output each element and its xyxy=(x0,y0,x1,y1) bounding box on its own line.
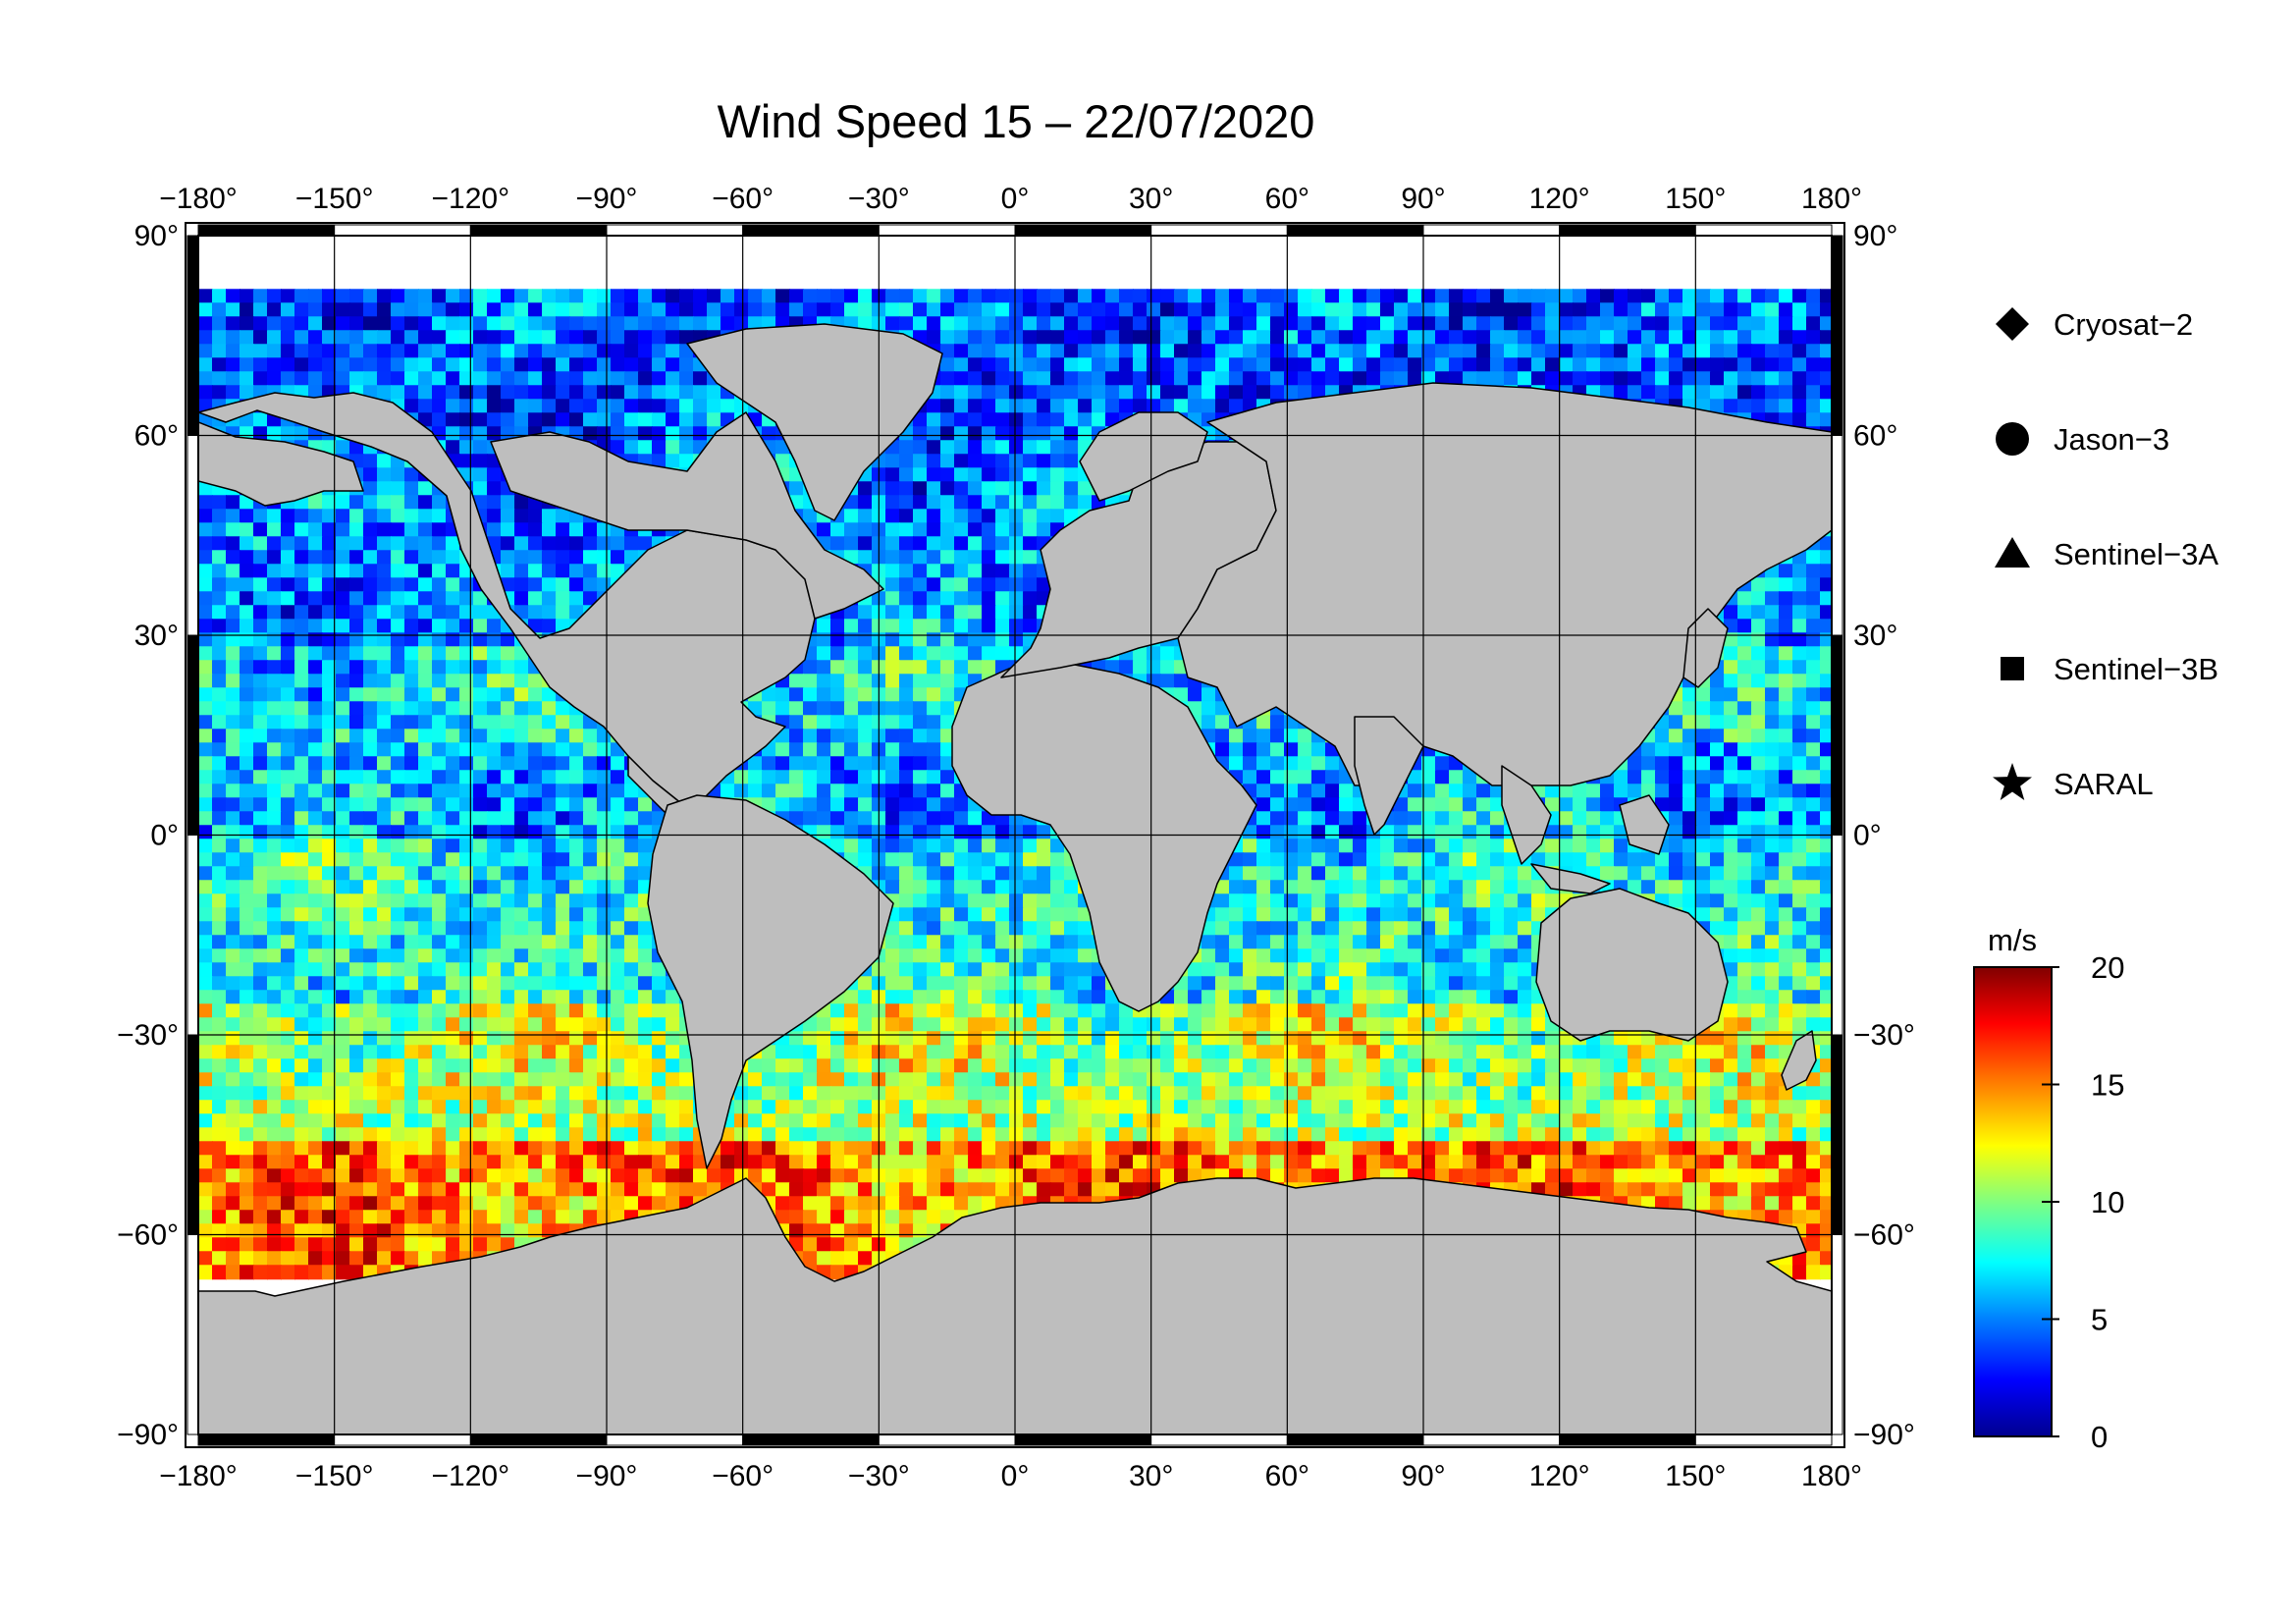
legend-label: Jason−3 xyxy=(2054,422,2169,457)
lon-tick-bottom: 180° xyxy=(1801,1460,1862,1492)
lon-tick-top: 120° xyxy=(1529,183,1590,215)
map-frame xyxy=(185,222,1845,1448)
colorbar-tick-label: 5 xyxy=(2091,1303,2108,1337)
star-icon xyxy=(1993,763,2032,800)
southeast-asia xyxy=(1501,765,1670,894)
lat-tick-left: −90° xyxy=(117,1419,179,1451)
graticule xyxy=(198,236,1832,1434)
lat-tick-left: 30° xyxy=(134,620,179,652)
lon-tick-top: −30° xyxy=(848,183,910,215)
lon-tick-bottom: −180° xyxy=(159,1460,238,1492)
map-area xyxy=(198,236,1832,1434)
lon-tick-top: 180° xyxy=(1801,183,1862,215)
lon-tick-bottom: 0° xyxy=(1001,1460,1030,1492)
japan xyxy=(1682,608,1729,688)
india xyxy=(1354,716,1424,836)
lon-tick-bottom: 150° xyxy=(1665,1460,1726,1492)
square-icon xyxy=(2001,657,2024,680)
lon-tick-top: −90° xyxy=(576,183,638,215)
lon-tick-top: −120° xyxy=(432,183,510,215)
colorbar-tick-label: 15 xyxy=(2091,1068,2124,1103)
legend-label: Sentinel−3A xyxy=(2054,537,2218,571)
colorbar-tick-label: 20 xyxy=(2091,950,2124,985)
lon-tick-bottom: −30° xyxy=(848,1460,910,1492)
legend-label: Sentinel−3B xyxy=(2054,652,2218,686)
axis-ticks: −180° −180° −150° −150° −120° −120° −90° −90° −6… xyxy=(117,183,1915,1492)
north-america xyxy=(198,392,816,811)
lon-tick-bottom: −90° xyxy=(576,1460,638,1492)
legend-label: Cryosat−2 xyxy=(2054,307,2193,342)
lat-tick-right: 60° xyxy=(1853,420,1897,453)
colorbar-gradient xyxy=(1973,966,2053,1437)
lon-tick-bottom: 120° xyxy=(1529,1460,1590,1492)
colorbar: m/s 20 15 10 5 0 xyxy=(1973,923,2124,1454)
lon-tick-top: 30° xyxy=(1129,183,1173,215)
lat-tick-right: 30° xyxy=(1853,620,1897,652)
australia xyxy=(1535,888,1729,1042)
colorbar-tick-label: 0 xyxy=(2091,1420,2108,1454)
satellite-legend: Cryosat−2 Jason−3 Sentinel−3A Sentinel−3B SA… xyxy=(1993,307,2218,801)
lon-tick-top: −180° xyxy=(159,183,238,215)
new-zealand xyxy=(1781,1030,1817,1091)
colorbar-tick-label: 10 xyxy=(2091,1185,2124,1219)
lat-tick-left: −30° xyxy=(117,1019,179,1052)
lon-tick-top: 150° xyxy=(1665,183,1726,215)
map-title: Wind Speed 15 – 22/07/2020 xyxy=(718,95,1315,147)
lon-tick-bottom: 90° xyxy=(1401,1460,1445,1492)
legend-label: SARAL xyxy=(2054,767,2154,801)
lat-tick-left: 90° xyxy=(134,220,179,252)
diamond-icon xyxy=(1996,307,2029,341)
alaska xyxy=(198,421,364,507)
colorbar-ticks: 20 15 10 5 0 xyxy=(2042,950,2124,1454)
lon-tick-top: −150° xyxy=(295,183,374,215)
lat-tick-right: 0° xyxy=(1853,820,1882,852)
lat-tick-right: −30° xyxy=(1853,1019,1915,1052)
lon-tick-bottom: −150° xyxy=(295,1460,374,1492)
lon-tick-top: 0° xyxy=(1001,183,1030,215)
south-america xyxy=(647,794,894,1169)
circle-icon xyxy=(1996,422,2029,456)
africa xyxy=(951,663,1257,1012)
lon-tick-bottom: 30° xyxy=(1129,1460,1173,1492)
lat-tick-right: 90° xyxy=(1853,220,1897,252)
lon-tick-bottom: 60° xyxy=(1265,1460,1309,1492)
lat-tick-right: −60° xyxy=(1853,1219,1915,1252)
lon-tick-bottom: −120° xyxy=(432,1460,510,1492)
lat-tick-left: −60° xyxy=(117,1219,179,1252)
lon-tick-bottom: −60° xyxy=(712,1460,774,1492)
colorbar-unit: m/s xyxy=(1988,923,2037,957)
lon-tick-top: 60° xyxy=(1265,183,1309,215)
triangle-icon xyxy=(1995,537,2030,568)
lat-tick-left: 60° xyxy=(134,420,179,453)
lat-tick-right: −90° xyxy=(1853,1419,1915,1451)
canada-north xyxy=(490,411,884,620)
lon-tick-top: 90° xyxy=(1401,183,1445,215)
scandinavia xyxy=(1079,411,1208,502)
europe xyxy=(1000,441,1277,678)
lat-tick-left: 0° xyxy=(150,820,179,852)
lon-tick-top: −60° xyxy=(712,183,774,215)
